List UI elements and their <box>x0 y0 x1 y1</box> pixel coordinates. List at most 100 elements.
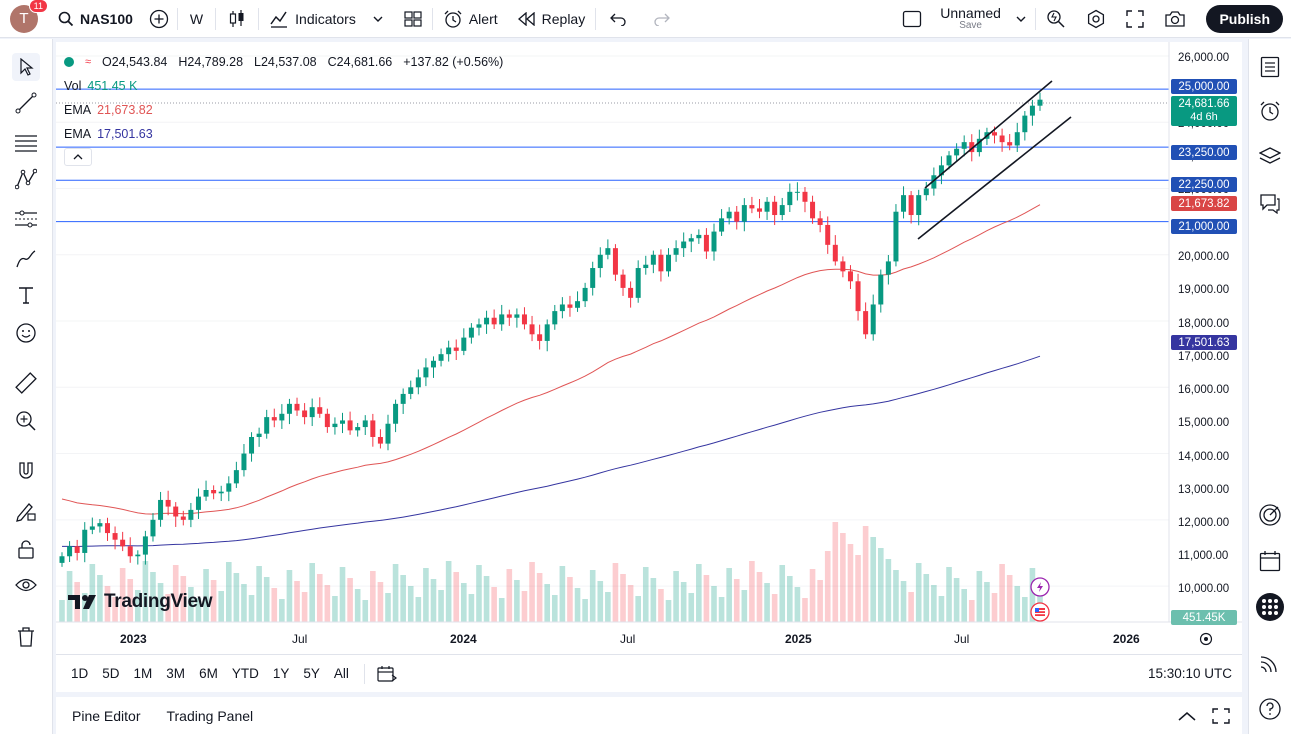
candle-body <box>476 324 482 328</box>
go-to-date-button[interactable] <box>377 665 397 683</box>
smiley-icon <box>16 323 36 343</box>
layouts-button[interactable] <box>394 0 432 38</box>
magnet-tool[interactable] <box>12 457 40 485</box>
candle-body <box>885 261 891 275</box>
quick-search-button[interactable] <box>1036 0 1076 38</box>
pattern-tool[interactable] <box>12 165 40 193</box>
channel-lower-line[interactable] <box>917 116 1072 240</box>
snapshot-button[interactable] <box>1154 0 1196 38</box>
emoji-tool[interactable] <box>12 319 40 347</box>
volume-bar <box>370 571 376 622</box>
level-label-22250[interactable]: 22,250.00 <box>1171 177 1237 192</box>
tab-pine-editor[interactable]: Pine Editor <box>72 707 141 724</box>
legend-ohlc-row: ≈ O24,543.84 H24,789.28 L24,537.08 C24,6… <box>64 50 508 74</box>
quick-search-icon <box>1047 9 1065 28</box>
timeframe-1m[interactable]: 1M <box>133 666 153 681</box>
object-tree-button[interactable] <box>1256 143 1284 171</box>
hide-drawings-tool[interactable] <box>12 571 40 599</box>
indicators-button[interactable]: Indicators <box>259 0 394 38</box>
drawing-mode-tool[interactable] <box>12 497 40 525</box>
settings-button[interactable] <box>1076 0 1116 38</box>
volume-bar <box>324 585 331 622</box>
watchlist-button[interactable] <box>1256 53 1284 81</box>
ruler-icon <box>15 372 37 394</box>
forecast-tool[interactable] <box>12 205 40 233</box>
time-axis-settings[interactable] <box>1199 632 1213 646</box>
timeframe-5y[interactable]: 5Y <box>303 666 320 681</box>
legend-volume-row[interactable]: Vol 451.45 K <box>64 74 508 98</box>
trend-line-tool[interactable] <box>12 89 40 117</box>
measure-tool[interactable] <box>12 369 40 397</box>
legend-ema-slow-row[interactable]: EMA 17,501.63 <box>64 122 508 146</box>
level-label-23250[interactable]: 23,250.00 <box>1171 145 1237 160</box>
candle-body <box>703 234 709 252</box>
candle-body <box>628 287 634 298</box>
level-label-21000[interactable]: 21,000.00 <box>1171 219 1237 234</box>
redo-button[interactable] <box>640 0 684 38</box>
volume-bar <box>142 561 149 622</box>
help-button[interactable] <box>1256 695 1284 723</box>
price-chart[interactable] <box>56 42 1242 654</box>
remove-drawings-tool[interactable] <box>12 623 40 651</box>
volume-bar <box>203 569 209 622</box>
chart-pane[interactable]: ≈ O24,543.84 H24,789.28 L24,537.08 C24,6… <box>56 42 1242 654</box>
timeframe-3m[interactable]: 3M <box>166 666 186 681</box>
alerts-button[interactable] <box>1256 97 1284 125</box>
layout-name-button[interactable]: Unnamed Save <box>894 0 1035 38</box>
compare-symbol-button[interactable] <box>141 0 177 38</box>
timeframe-ytd[interactable]: YTD <box>231 666 259 681</box>
symbol-search[interactable]: NAS100 <box>50 0 141 38</box>
streams-button[interactable] <box>1256 649 1284 677</box>
price-tick: 10,000.00 <box>1178 583 1230 595</box>
volume-bar <box>915 563 922 622</box>
candle-body <box>832 244 838 262</box>
text-tool[interactable] <box>12 281 40 309</box>
candle-body <box>711 231 717 252</box>
collapse-panel-button[interactable] <box>1178 711 1196 721</box>
alert-button[interactable]: Alert <box>433 0 508 38</box>
zoom-tool[interactable] <box>12 407 40 435</box>
tradingview-watermark[interactable]: TradingView <box>68 591 213 613</box>
brush-tool[interactable] <box>12 245 40 273</box>
timezone-clock[interactable]: 15:30:10 UTC <box>1147 666 1232 681</box>
legend-ema-fast-row[interactable]: EMA 21,673.82 <box>64 98 508 122</box>
replay-button[interactable]: Replay <box>508 0 596 38</box>
lock-drawings-tool[interactable] <box>12 535 40 563</box>
candle-body <box>938 165 944 176</box>
candle-body <box>97 523 103 527</box>
candle-body <box>355 427 361 431</box>
fib-tool[interactable] <box>12 129 40 157</box>
level-label-25000[interactable]: 25,000.00 <box>1171 79 1237 94</box>
timeframe-1d[interactable]: 1D <box>71 666 89 681</box>
candle-body <box>370 420 376 437</box>
candle-body <box>1014 132 1020 146</box>
collapse-legend-button[interactable] <box>64 148 92 166</box>
legend-high: H24,789.28 <box>178 55 244 69</box>
tab-trading-panel[interactable]: Trading Panel <box>166 707 254 724</box>
ideas-button[interactable] <box>1256 501 1284 529</box>
divider <box>431 7 433 30</box>
timeframe-6m[interactable]: 6M <box>199 666 218 681</box>
volume-bar <box>172 565 179 622</box>
interval-button[interactable]: W <box>178 0 215 38</box>
user-avatar[interactable]: T 11 <box>10 0 48 33</box>
fullscreen-button[interactable] <box>1116 0 1154 38</box>
channel-upper-line[interactable] <box>924 80 1053 189</box>
publish-button[interactable]: Publish <box>1206 4 1283 33</box>
maximize-panel-button[interactable] <box>1212 707 1230 724</box>
us-flag-badge[interactable] <box>1030 602 1050 622</box>
undo-button[interactable] <box>596 0 640 38</box>
cursor-tool[interactable] <box>12 53 40 81</box>
chats-button[interactable] <box>1256 189 1284 217</box>
timeframe-5d[interactable]: 5D <box>102 666 120 681</box>
current-price-label[interactable]: 24,681.66 4d 6h <box>1171 96 1237 126</box>
volume-bar <box>498 598 505 622</box>
products-button[interactable] <box>1256 593 1284 621</box>
volume-bar <box>1014 586 1021 622</box>
market-status-icon <box>64 57 74 67</box>
timeframe-1y[interactable]: 1Y <box>272 666 290 681</box>
lightning-badge[interactable] <box>1030 577 1050 597</box>
timeframe-all[interactable]: All <box>333 666 349 681</box>
chart-type-button[interactable] <box>216 0 258 38</box>
calendar-button[interactable] <box>1256 547 1284 575</box>
